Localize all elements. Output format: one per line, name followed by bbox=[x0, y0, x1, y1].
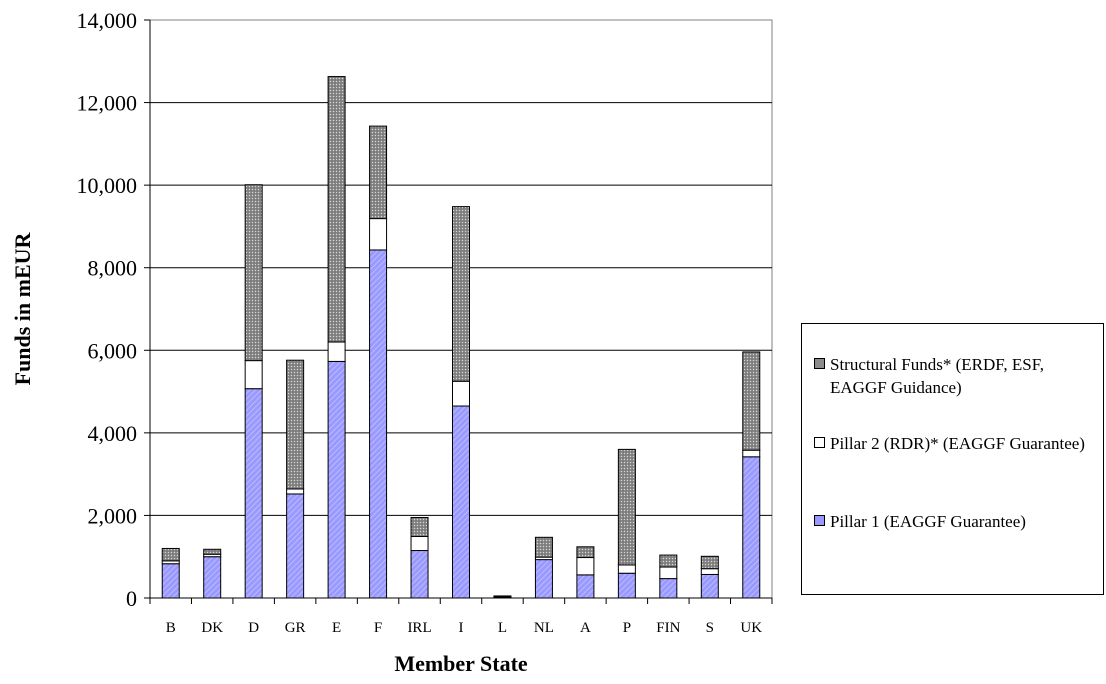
legend-swatch bbox=[814, 358, 825, 369]
x-tick-label-e: E bbox=[332, 620, 341, 636]
bar-stack-a bbox=[576, 546, 595, 599]
bar-segment-gr-series-2 bbox=[286, 488, 305, 495]
bar-segment-p-series-2 bbox=[617, 564, 636, 574]
bar-segment-fin-series-2 bbox=[659, 566, 678, 580]
bar-stack-b bbox=[161, 547, 180, 599]
bar-segment-s-series-1 bbox=[700, 573, 719, 599]
legend: Pillar 1 (EAGGF Guarantee) Pillar 2 (RDR)… bbox=[801, 323, 1104, 595]
bar-segment-s-series-3 bbox=[700, 555, 719, 570]
bar-stack-f bbox=[369, 125, 388, 599]
bar-segment-p-series-3 bbox=[617, 448, 636, 566]
bar-segment-e-series-1 bbox=[327, 360, 346, 599]
bar-segment-d-series-3 bbox=[244, 184, 263, 362]
legend-swatch bbox=[814, 437, 825, 448]
bar-stack-nl bbox=[534, 536, 553, 599]
bar-segment-l-series-3 bbox=[493, 595, 512, 598]
bar-stack-d bbox=[244, 184, 263, 599]
x-tick-label-fin: FIN bbox=[656, 620, 680, 636]
legend-label: Pillar 1 (EAGGF Guarantee) bbox=[830, 512, 1026, 531]
bar-segment-a-series-2 bbox=[576, 557, 595, 576]
bar-stack-gr bbox=[286, 359, 305, 599]
y-tick-label: 6,000 bbox=[88, 338, 138, 363]
legend-swatch bbox=[814, 515, 825, 526]
bar-segment-a-series-3 bbox=[576, 546, 595, 559]
x-tick-label-i: I bbox=[459, 620, 464, 636]
y-tick-label: 2,000 bbox=[88, 503, 138, 528]
bar-segment-uk-series-1 bbox=[742, 456, 761, 599]
y-tick-label: 8,000 bbox=[88, 256, 138, 281]
bar-stack-i bbox=[452, 206, 470, 599]
y-tick-label: 14,000 bbox=[77, 8, 138, 33]
x-tick-label-f: F bbox=[374, 620, 382, 636]
bar-segment-d-series-2 bbox=[244, 360, 263, 390]
bar-segment-f-series-2 bbox=[369, 218, 388, 251]
bar-segment-gr-series-3 bbox=[286, 359, 305, 490]
bar-segment-b-series-1 bbox=[161, 563, 180, 599]
x-tick-label-gr: GR bbox=[285, 620, 306, 636]
bar-stack-p bbox=[617, 448, 636, 599]
legend-label: Structural Funds* (ERDF, ESF, EAGGF Guid… bbox=[830, 355, 1045, 397]
x-tick-label-s: S bbox=[706, 620, 714, 636]
x-tick-label-l: L bbox=[498, 620, 507, 636]
bar-segment-fin-series-1 bbox=[659, 578, 678, 599]
axes bbox=[149, 20, 772, 599]
bar-segment-f-series-3 bbox=[369, 125, 388, 220]
bar-segment-i-series-3 bbox=[452, 206, 470, 382]
bar-segment-f-series-1 bbox=[369, 249, 388, 599]
y-tick-label: 12,000 bbox=[77, 91, 138, 116]
bar-stack-s bbox=[700, 555, 719, 599]
bar-stack-dk bbox=[203, 548, 222, 599]
bar-segment-i-series-2 bbox=[452, 380, 470, 407]
x-tick-label-nl: NL bbox=[534, 620, 554, 636]
bar-segment-irl-series-3 bbox=[410, 516, 429, 537]
y-tick-label: 0 bbox=[126, 586, 137, 611]
bar-segment-i-series-1 bbox=[452, 405, 470, 599]
y-axis-ticks: 0 2,000 4,000 6,000 8,000 10,000 12,000 14,000 bbox=[77, 8, 150, 611]
x-tick-label-p: P bbox=[623, 620, 631, 636]
bar-segment-a-series-1 bbox=[576, 574, 595, 599]
bar-segment-e-series-3 bbox=[327, 76, 346, 343]
bar-segment-s-series-2 bbox=[700, 568, 719, 575]
bar-stack-fin bbox=[659, 554, 678, 599]
bar-segment-uk-series-3 bbox=[742, 351, 761, 451]
bar-segment-irl-series-2 bbox=[410, 535, 429, 552]
x-tick-label-a: A bbox=[580, 620, 591, 636]
bar-segment-nl-series-1 bbox=[534, 559, 553, 599]
y-tick-label: 4,000 bbox=[88, 421, 138, 446]
bar-stack-irl bbox=[410, 516, 429, 599]
bar-segment-gr-series-1 bbox=[286, 493, 305, 599]
legend-label: Pillar 2 (RDR)* (EAGGF Guarantee) bbox=[830, 434, 1085, 453]
bar-segment-irl-series-1 bbox=[410, 550, 429, 599]
bar-segment-uk-series-2 bbox=[742, 449, 761, 458]
bar-segment-dk-series-3 bbox=[203, 548, 222, 555]
x-tick-label-uk: UK bbox=[740, 620, 762, 636]
y-tick-label: 10,000 bbox=[77, 173, 138, 198]
bar-segment-nl-series-3 bbox=[534, 536, 553, 558]
bar-stack-uk bbox=[742, 351, 761, 599]
y-axis-title: Funds in mEUR bbox=[10, 231, 35, 385]
bar-segment-fin-series-3 bbox=[659, 554, 678, 568]
bar-segment-dk-series-1 bbox=[203, 556, 222, 599]
x-tick-label-dk: DK bbox=[201, 620, 223, 636]
bar-stack-e bbox=[327, 76, 346, 599]
bars bbox=[161, 76, 761, 599]
x-tick-label-b: B bbox=[166, 620, 176, 636]
bar-segment-e-series-2 bbox=[327, 341, 346, 362]
x-tick-label-irl: IRL bbox=[407, 620, 431, 636]
x-axis-ticks: B DK D GR E F IRL I L NL A P FIN S UK bbox=[149, 598, 773, 636]
x-axis-title: Member State bbox=[394, 651, 528, 676]
bar-segment-b-series-3 bbox=[161, 547, 180, 562]
bar-segment-p-series-1 bbox=[617, 572, 636, 599]
bar-segment-d-series-1 bbox=[244, 388, 263, 599]
x-tick-label-d: D bbox=[248, 620, 259, 636]
